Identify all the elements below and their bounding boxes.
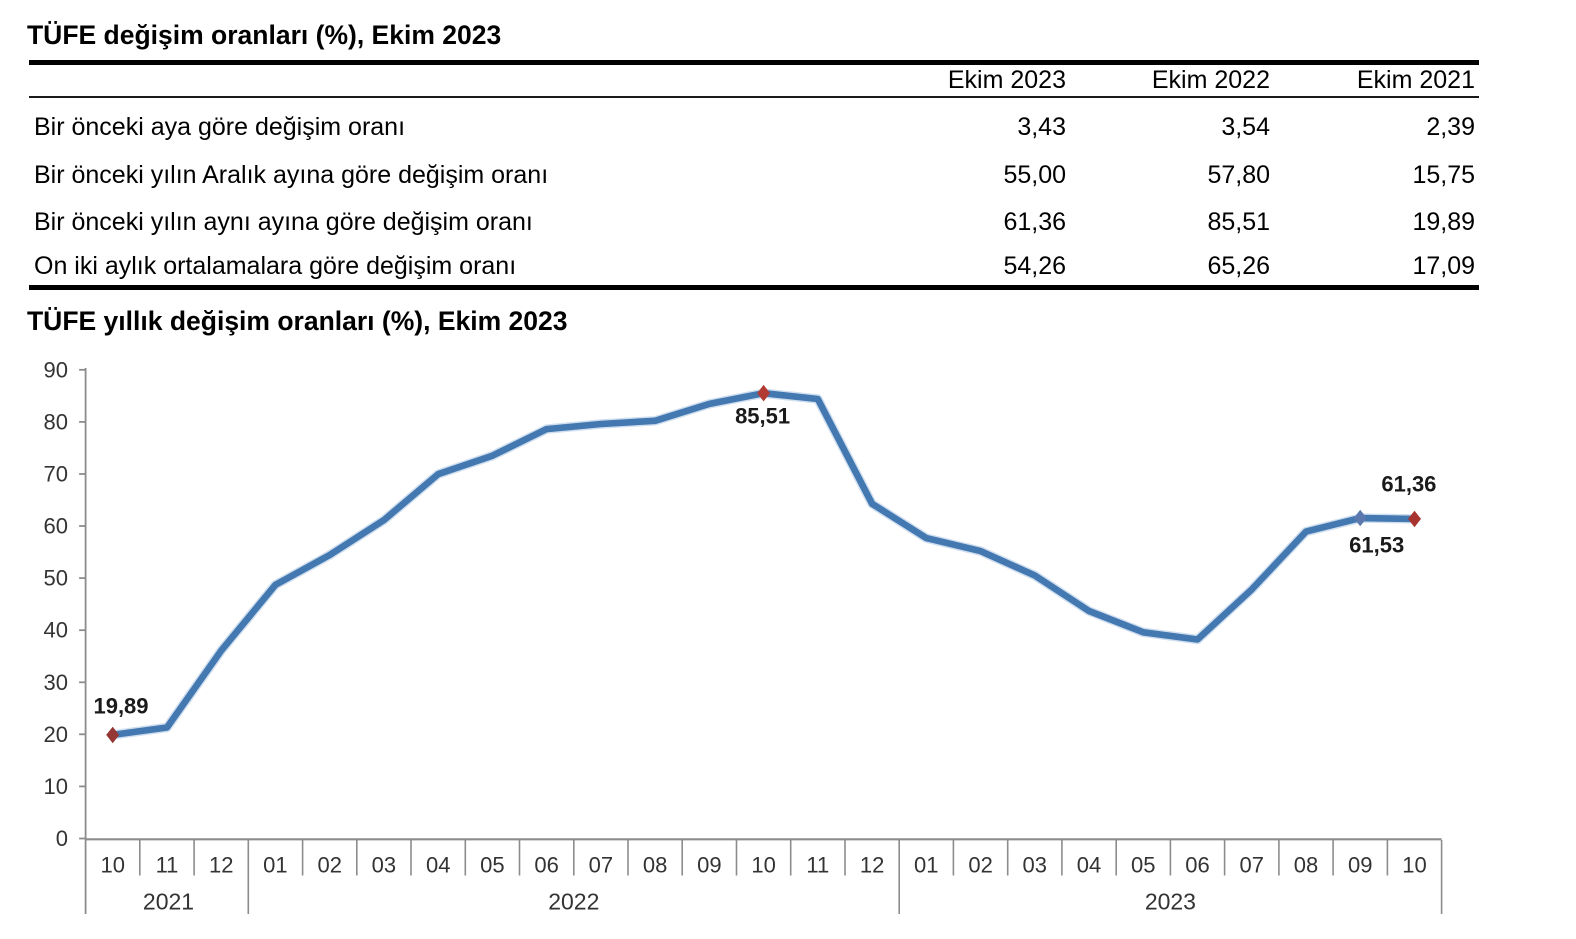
svg-text:2021: 2021 bbox=[143, 889, 194, 915]
svg-text:40: 40 bbox=[44, 618, 68, 643]
svg-text:05: 05 bbox=[1131, 853, 1155, 878]
svg-text:08: 08 bbox=[1294, 853, 1318, 878]
svg-text:11: 11 bbox=[156, 853, 179, 878]
svg-text:12: 12 bbox=[860, 853, 884, 878]
svg-text:02: 02 bbox=[317, 853, 341, 878]
svg-text:06: 06 bbox=[1185, 853, 1209, 878]
svg-text:85,51: 85,51 bbox=[735, 404, 790, 429]
svg-text:50: 50 bbox=[44, 566, 68, 591]
svg-text:03: 03 bbox=[1023, 853, 1047, 878]
svg-text:08: 08 bbox=[643, 853, 667, 878]
svg-text:2022: 2022 bbox=[548, 889, 599, 915]
svg-text:07: 07 bbox=[589, 853, 613, 878]
svg-text:20: 20 bbox=[44, 722, 68, 747]
svg-text:11: 11 bbox=[806, 853, 829, 878]
svg-text:02: 02 bbox=[968, 853, 992, 878]
svg-text:04: 04 bbox=[1077, 853, 1101, 878]
svg-text:10: 10 bbox=[44, 774, 68, 799]
svg-text:0: 0 bbox=[56, 826, 68, 851]
svg-text:70: 70 bbox=[44, 462, 68, 487]
svg-text:80: 80 bbox=[44, 409, 68, 434]
svg-text:2023: 2023 bbox=[1145, 889, 1196, 915]
svg-text:19,89: 19,89 bbox=[93, 694, 148, 719]
svg-text:01: 01 bbox=[914, 853, 938, 878]
svg-text:10: 10 bbox=[751, 853, 775, 878]
svg-text:12: 12 bbox=[209, 853, 233, 878]
svg-text:05: 05 bbox=[480, 853, 504, 878]
svg-text:30: 30 bbox=[44, 670, 68, 695]
svg-text:04: 04 bbox=[426, 853, 450, 878]
svg-text:10: 10 bbox=[1402, 853, 1426, 878]
svg-text:06: 06 bbox=[534, 853, 558, 878]
svg-text:60: 60 bbox=[44, 514, 68, 539]
svg-text:90: 90 bbox=[44, 357, 68, 382]
svg-text:09: 09 bbox=[697, 853, 721, 878]
svg-text:10: 10 bbox=[100, 853, 124, 878]
svg-text:09: 09 bbox=[1348, 853, 1372, 878]
svg-text:61,53: 61,53 bbox=[1349, 533, 1404, 558]
svg-text:61,36: 61,36 bbox=[1381, 472, 1436, 497]
svg-text:07: 07 bbox=[1240, 853, 1264, 878]
svg-text:01: 01 bbox=[263, 853, 287, 878]
svg-text:03: 03 bbox=[372, 853, 396, 878]
